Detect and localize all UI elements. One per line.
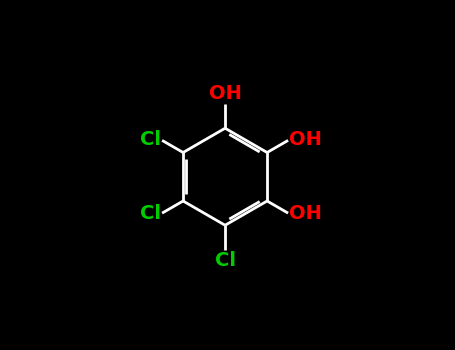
Text: Cl: Cl bbox=[140, 204, 161, 223]
Text: Cl: Cl bbox=[215, 251, 236, 270]
Text: OH: OH bbox=[289, 130, 322, 149]
Text: OH: OH bbox=[209, 84, 242, 103]
Text: OH: OH bbox=[289, 204, 322, 223]
Text: Cl: Cl bbox=[140, 130, 161, 149]
